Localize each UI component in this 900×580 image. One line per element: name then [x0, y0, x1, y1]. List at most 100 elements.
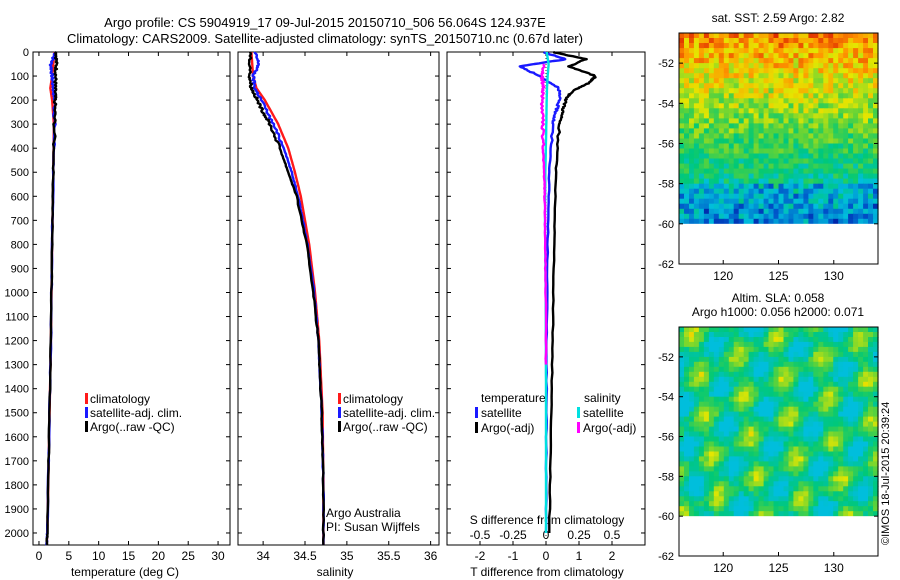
heatmap-cell — [863, 133, 869, 139]
heatmap-cell — [763, 386, 770, 393]
heatmap-cell — [808, 118, 814, 124]
heatmap-cell — [679, 486, 685, 492]
heatmap-cell — [868, 401, 874, 408]
heatmap-cell — [748, 337, 755, 343]
heatmap-cell — [768, 143, 775, 150]
heatmap-cell — [703, 73, 710, 79]
heatmap-cell — [713, 63, 720, 69]
heatmap-cell — [813, 198, 819, 205]
heatmap-cell — [763, 163, 770, 170]
heatmap-cell — [858, 371, 864, 378]
heatmap-cell — [843, 451, 849, 458]
heatmap-cell — [753, 461, 760, 467]
heatmap-cell — [733, 113, 740, 119]
heatmap-cell — [743, 143, 750, 150]
heatmap-cell — [758, 33, 765, 39]
heatmap-cell — [793, 416, 799, 423]
heatmap-cell — [853, 481, 859, 487]
heatmap-cell — [863, 411, 869, 418]
sst-map-panel: sat. SST: 2.59 Argo: 2.82 -52-54-56-58-6… — [658, 11, 879, 283]
heatmap-cell — [863, 396, 869, 403]
heatmap-cell — [733, 436, 740, 443]
heatmap-cell — [833, 98, 839, 104]
heatmap-cell — [823, 198, 829, 205]
heatmap-cell — [778, 43, 785, 49]
heatmap-cell — [858, 411, 864, 418]
heatmap-cell — [873, 198, 879, 205]
heatmap-cell — [873, 188, 879, 195]
heatmap-cell — [873, 396, 879, 403]
heatmap-cell — [748, 376, 755, 383]
series-line-cyan — [543, 51, 550, 533]
y-tick-label: 1100 — [5, 312, 29, 324]
heatmap-cell — [773, 198, 780, 205]
heatmap-cell — [863, 351, 869, 358]
heatmap-cell — [783, 327, 790, 333]
heatmap-cell — [748, 168, 755, 175]
heatmap-cell — [873, 421, 879, 428]
heatmap-cell — [693, 351, 700, 358]
heatmap-cell — [713, 203, 720, 210]
heatmap-cell — [823, 128, 829, 134]
x-tick-label: 36 — [424, 549, 438, 563]
heatmap-cell — [743, 158, 750, 165]
heatmap-cell — [684, 446, 690, 453]
heatmap-cell — [763, 218, 770, 225]
heatmap-cell — [768, 198, 775, 205]
heatmap-cell — [873, 213, 879, 220]
heatmap-cell — [863, 391, 869, 398]
heatmap-cell — [718, 63, 725, 69]
heatmap-cell — [723, 386, 730, 393]
heatmap-cell — [823, 53, 829, 59]
heatmap-cell — [703, 163, 710, 170]
heatmap-cell — [763, 381, 770, 388]
heatmap-cell — [753, 446, 760, 453]
heatmap-cell — [823, 501, 829, 507]
heatmap-cell — [743, 138, 750, 145]
heatmap-cell — [689, 426, 695, 433]
heatmap-cell — [728, 356, 735, 363]
heatmap-cell — [758, 356, 765, 363]
heatmap-cell — [848, 471, 854, 477]
heatmap-cell — [843, 327, 849, 333]
heatmap-cell — [708, 63, 715, 69]
heatmap-cell — [858, 53, 864, 59]
heatmap-cell — [684, 33, 690, 39]
heatmap-cell — [823, 83, 829, 89]
heatmap-cell — [793, 83, 799, 89]
heatmap-cell — [698, 178, 705, 185]
heatmap-cell — [743, 93, 750, 99]
heatmap-cell — [783, 491, 790, 497]
heatmap-cell — [843, 98, 849, 104]
heatmap-cell — [733, 371, 740, 378]
heatmap-cell — [733, 103, 740, 109]
heatmap-cell — [748, 98, 755, 104]
heatmap-cell — [798, 68, 804, 74]
heatmap-cell — [833, 361, 839, 368]
heatmap-cell — [843, 188, 849, 195]
heatmap-cell — [858, 133, 864, 139]
heatmap-cell — [848, 486, 854, 492]
heatmap-cell — [823, 411, 829, 418]
heatmap-cell — [838, 441, 844, 448]
heatmap-cell — [778, 332, 785, 338]
heatmap-cell — [713, 183, 720, 190]
heatmap-cell — [778, 436, 785, 443]
heatmap-cell — [713, 426, 720, 433]
heatmap-cell — [728, 88, 735, 94]
heatmap-cell — [743, 208, 750, 215]
heatmap-cell — [813, 401, 819, 408]
heatmap-cell — [808, 371, 814, 378]
heatmap-cell — [813, 63, 819, 69]
heatmap-cell — [798, 327, 804, 333]
heatmap-cell — [803, 53, 809, 59]
heatmap-cell — [788, 486, 795, 492]
heatmap-cell — [753, 491, 760, 497]
heatmap-cell — [698, 476, 705, 482]
heatmap-cell — [858, 327, 864, 333]
heatmap-cell — [843, 173, 849, 180]
heatmap-cell — [723, 123, 730, 129]
heatmap-cell — [684, 396, 690, 403]
heatmap-cell — [788, 58, 795, 64]
heatmap-cell — [703, 78, 710, 84]
